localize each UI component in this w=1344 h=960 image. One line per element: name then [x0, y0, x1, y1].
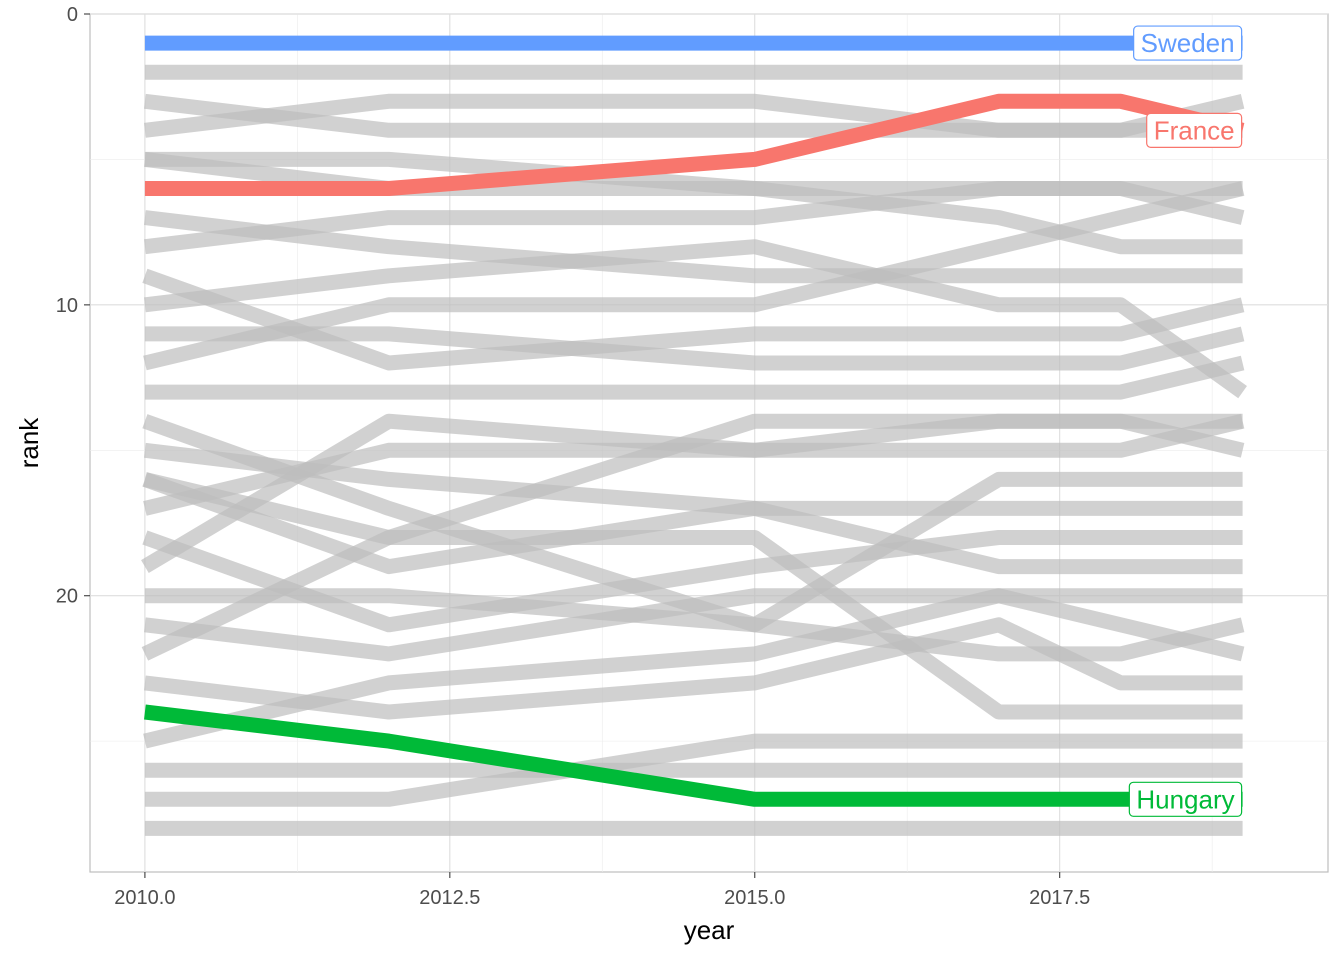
- label-text: Sweden: [1141, 28, 1235, 58]
- series-line-background: [144, 588, 1245, 662]
- y-axis-ticks: 0 10 20: [56, 4, 90, 608]
- label-box: [1146, 112, 1243, 148]
- label-box: [1133, 25, 1243, 61]
- background-series: [141, 64, 1247, 836]
- x-tick-label: 2012.5: [419, 887, 480, 909]
- series-line-background: [141, 413, 1243, 661]
- x-tick-label: 2017.5: [1029, 887, 1090, 909]
- label-box: [1128, 781, 1243, 817]
- series-line-background: [144, 617, 1243, 720]
- x-axis-title: year: [684, 915, 735, 945]
- series-line-background: [143, 472, 1243, 720]
- label-hungary: Hungary: [1128, 781, 1243, 817]
- y-tick-label: 10: [56, 295, 78, 317]
- series-line-background: [142, 414, 1245, 662]
- series-line-background: [144, 93, 1243, 138]
- series-line-background: [144, 471, 1243, 633]
- y-tick-label: 0: [67, 4, 78, 26]
- series-line-background: [143, 413, 1245, 516]
- x-axis-ticks: 2010.0 2012.5 2015.0 2017.5: [114, 872, 1090, 909]
- y-axis-title: rank: [14, 417, 44, 469]
- label-text: France: [1154, 115, 1235, 145]
- series-line-background: [144, 326, 1245, 371]
- series-line-background: [143, 181, 1245, 371]
- series-line-france: [144, 93, 1245, 196]
- label-sweden: Sweden: [1133, 25, 1243, 61]
- x-tick-label: 2015.0: [724, 887, 785, 909]
- series-line-background: [144, 733, 1243, 807]
- label-text: Hungary: [1136, 784, 1234, 814]
- label-france: France: [1146, 112, 1243, 148]
- series-line-background: [142, 268, 1245, 371]
- y-tick-label: 20: [56, 586, 78, 608]
- series-line-background: [144, 355, 1245, 400]
- x-tick-label: 2010.0: [114, 887, 175, 909]
- series-line-background: [144, 442, 1243, 575]
- series-labels: Sweden France Hungary: [1128, 25, 1243, 817]
